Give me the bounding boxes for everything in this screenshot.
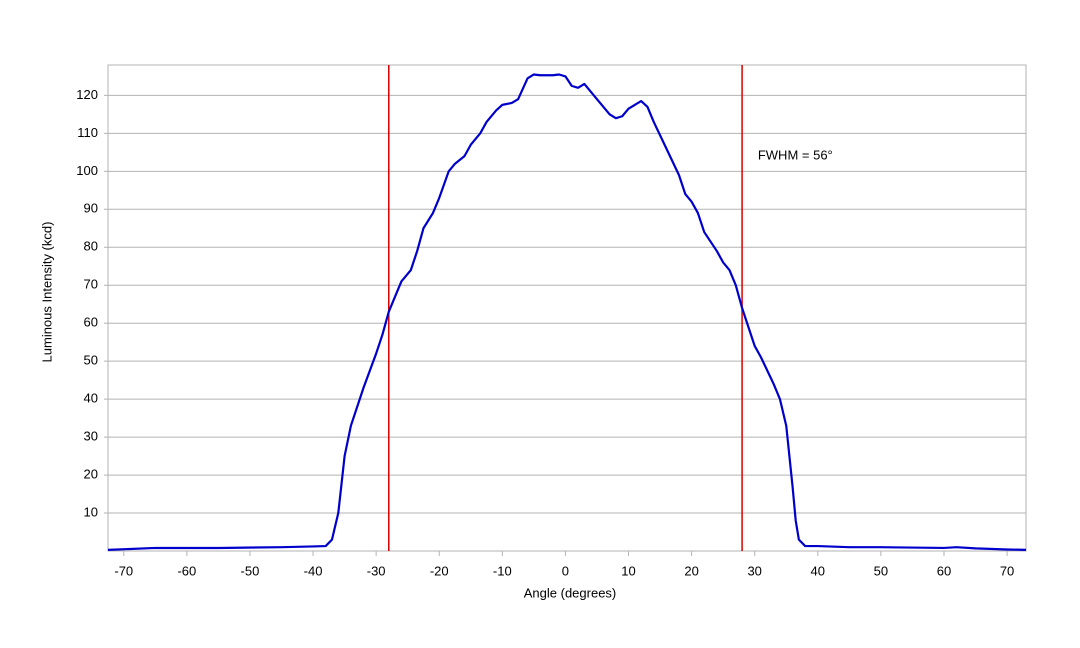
y-tick-label: 90 [84,201,98,216]
x-tick-label: -60 [177,563,196,578]
annotation: FWHM = 56° [758,148,833,163]
y-tick-label: 60 [84,315,98,330]
y-tick-label: 50 [84,353,98,368]
x-tick-label: -70 [114,563,133,578]
y-axis-label: Luminous Intensity (kcd) [39,222,54,363]
x-tick-label: 40 [811,563,825,578]
x-tick-label: 0 [562,563,569,578]
x-tick-label: 50 [874,563,888,578]
y-tick-label: 120 [76,87,98,102]
x-tick-label: 60 [937,563,951,578]
x-tick-label: -50 [241,563,260,578]
x-tick-label: 10 [621,563,635,578]
x-tick-label: 30 [747,563,761,578]
data-line [107,73,1027,551]
y-tick-label: 110 [77,125,98,140]
y-tick-label: 10 [84,504,98,519]
y-tick-label: 70 [84,277,98,292]
y-tick-label: 20 [84,467,98,482]
y-tick-label: 100 [76,163,98,178]
x-tick-label: 70 [1000,563,1014,578]
x-axis-label: Angle (degrees) [524,585,617,600]
x-tick-label: -30 [367,563,386,578]
y-tick-label: 80 [84,239,98,254]
x-tick-label: 20 [684,563,698,578]
y-tick-label: 30 [84,429,98,444]
x-tick-label: -40 [304,563,323,578]
y-tick-label: 40 [84,391,98,406]
x-tick-label: -20 [430,563,449,578]
plot-frame [107,64,1027,552]
x-tick-label: -10 [493,563,512,578]
